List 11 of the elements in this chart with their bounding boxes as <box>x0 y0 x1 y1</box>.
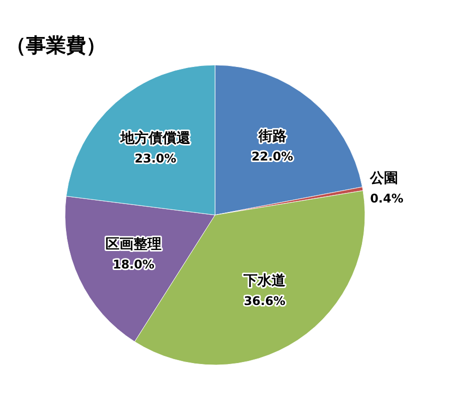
slice-label: 地方債償還 <box>119 129 190 146</box>
data-label: 18.0% <box>112 257 154 272</box>
slice-label: 街路 <box>257 128 286 145</box>
slice-label: 区画整理 <box>106 236 162 252</box>
data-label: 0.4% <box>370 191 404 206</box>
data-label: 23.0% <box>134 151 176 166</box>
slice-label: 公園 <box>369 170 398 186</box>
data-label: 22.0% <box>252 150 294 164</box>
data-label: 36.6% <box>244 294 286 308</box>
slice-label: 下水道 <box>242 273 287 290</box>
chart-title: （事業費） <box>6 33 106 57</box>
